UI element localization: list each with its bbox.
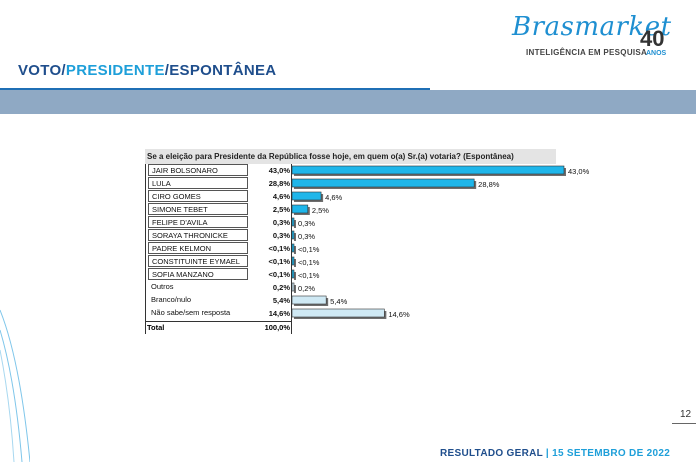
- bar-data-label: 43,0%: [568, 167, 590, 176]
- bar-data-label: 5,4%: [330, 297, 347, 306]
- title-part2: PRESIDENTE: [65, 62, 165, 79]
- table-row: SORAYA THRONICKE 0,3%: [145, 229, 556, 242]
- header-band: [0, 90, 696, 114]
- bar: [291, 295, 327, 305]
- table-row: JAIR BOLSONARO 43,0%: [145, 164, 556, 177]
- results-table: Se a eleição para Presidente da Repúblic…: [145, 149, 590, 334]
- candidate-value: 43,0%: [268, 166, 290, 175]
- candidate-label: SORAYA THRONICKE: [148, 229, 248, 241]
- results-rows: JAIR BOLSONARO 43,0% LULA 28,8% CIRO GOMES 4,…: [145, 164, 590, 334]
- candidate-value: 2,5%: [272, 205, 290, 214]
- bar-axis: [291, 164, 292, 334]
- candidate-label: SOFIA MANZANO: [148, 268, 248, 280]
- brand-tagline: INTELIGÊNCIA EM PESQUISA: [526, 48, 648, 57]
- candidate-value: <0,1%: [268, 257, 290, 266]
- table-row: PADRE KELMON <0,1%: [145, 242, 556, 255]
- table-row: Não sabe/sem resposta 14,6%: [145, 307, 556, 320]
- candidate-label: CONSTITUINTE EYMAEL: [148, 255, 248, 267]
- total-value: 100,0%: [264, 323, 290, 332]
- bar: [291, 230, 295, 240]
- table-row: FELIPE D'AVILA 0,3%: [145, 216, 556, 229]
- page-number-line: [672, 423, 696, 424]
- table-row: LULA 28,8%: [145, 177, 556, 190]
- footer: RESULTADO GERAL | 15 SETEMBRO DE 2022: [440, 448, 670, 459]
- total-label: Total: [147, 323, 165, 332]
- candidate-label: SIMONE TEBET: [148, 203, 248, 215]
- title-part3: /ESPONTÂNEA: [164, 62, 277, 79]
- candidate-value: 14,6%: [268, 309, 290, 318]
- total-separator: [145, 321, 291, 322]
- candidate-label: Branco/nulo: [148, 294, 248, 306]
- candidate-value: 28,8%: [268, 179, 290, 188]
- title-underline: [0, 88, 430, 91]
- title-part1: VOTO/: [18, 62, 66, 79]
- page-number: 12: [680, 409, 692, 420]
- bar: [291, 243, 295, 253]
- bar-data-label: <0,1%: [298, 258, 320, 267]
- candidate-value: <0,1%: [268, 270, 290, 279]
- bar-shadow: [294, 272, 296, 280]
- table-row: CONSTITUINTE EYMAEL <0,1%: [145, 255, 556, 268]
- bar-data-label: 4,6%: [325, 193, 342, 202]
- brand-name: Brasmarket: [512, 12, 672, 42]
- table-row: SIMONE TEBET 2,5%: [145, 203, 556, 216]
- brand-anniversary: 40: [640, 26, 665, 51]
- bar: [291, 282, 295, 292]
- table-row: Outros 0,2%: [145, 281, 556, 294]
- candidate-value: <0,1%: [268, 244, 290, 253]
- candidate-value: 5,4%: [272, 296, 290, 305]
- candidate-label: Não sabe/sem resposta: [148, 307, 248, 319]
- total-row: Total 100,0%: [145, 322, 556, 334]
- footer-date: 15 SETEMBRO DE 2022: [552, 448, 671, 459]
- page-title: VOTO/PRESIDENTE/ESPONTÂNEA: [18, 62, 276, 79]
- candidate-label: LULA: [148, 177, 248, 189]
- bar: [291, 178, 475, 188]
- bar-shadow: [294, 233, 296, 241]
- bar-shadow: [294, 259, 296, 267]
- bar-data-label: 0,2%: [298, 284, 315, 293]
- bar-data-label: <0,1%: [298, 245, 320, 254]
- bar-data-label: <0,1%: [298, 271, 320, 280]
- bar: [291, 191, 322, 201]
- bar-data-label: 14,6%: [388, 310, 410, 319]
- bar-shadow: [294, 220, 296, 228]
- candidate-value: 4,6%: [272, 192, 290, 201]
- bar-data-label: 28,8%: [478, 180, 500, 189]
- candidate-value: 0,3%: [272, 231, 290, 240]
- question-text: Se a eleição para Presidente da Repúblic…: [145, 149, 556, 164]
- bar: [291, 204, 309, 214]
- bar-data-label: 0,3%: [298, 219, 315, 228]
- candidate-label: Outros: [148, 281, 248, 293]
- table-row: Branco/nulo 5,4%: [145, 294, 556, 307]
- bar: [291, 308, 385, 318]
- table-left-border: [145, 164, 146, 334]
- bar: [291, 217, 295, 227]
- bar: [291, 269, 295, 279]
- candidate-label: CIRO GOMES: [148, 190, 248, 202]
- bar-data-label: 0,3%: [298, 232, 315, 241]
- brand-logo: Brasmarket 40 INTELIGÊNCIA EM PESQUISA A…: [512, 12, 682, 62]
- table-row: CIRO GOMES 4,6%: [145, 190, 556, 203]
- candidate-value: 0,2%: [272, 283, 290, 292]
- bar: [291, 256, 295, 266]
- table-row: SOFIA MANZANO <0,1%: [145, 268, 556, 281]
- decorative-lines-left: [0, 309, 30, 462]
- bar-shadow: [294, 246, 296, 254]
- footer-separator: |: [542, 448, 553, 459]
- brand-anniversary-suffix: ANOS: [646, 50, 667, 57]
- candidate-label: PADRE KELMON: [148, 242, 248, 254]
- bar-chart: 43,0% 28,8% 4,6% 2,5% 0,3% 0,3% <0,1% <0,1% <0,1…: [291, 165, 590, 319]
- footer-left: RESULTADO GERAL: [440, 448, 543, 459]
- bar: [291, 165, 565, 175]
- candidate-label: FELIPE D'AVILA: [148, 216, 248, 228]
- bar-data-label: 2,5%: [312, 206, 329, 215]
- candidate-label: JAIR BOLSONARO: [148, 164, 248, 176]
- bar-shadow: [294, 285, 296, 293]
- candidate-value: 0,3%: [272, 218, 290, 227]
